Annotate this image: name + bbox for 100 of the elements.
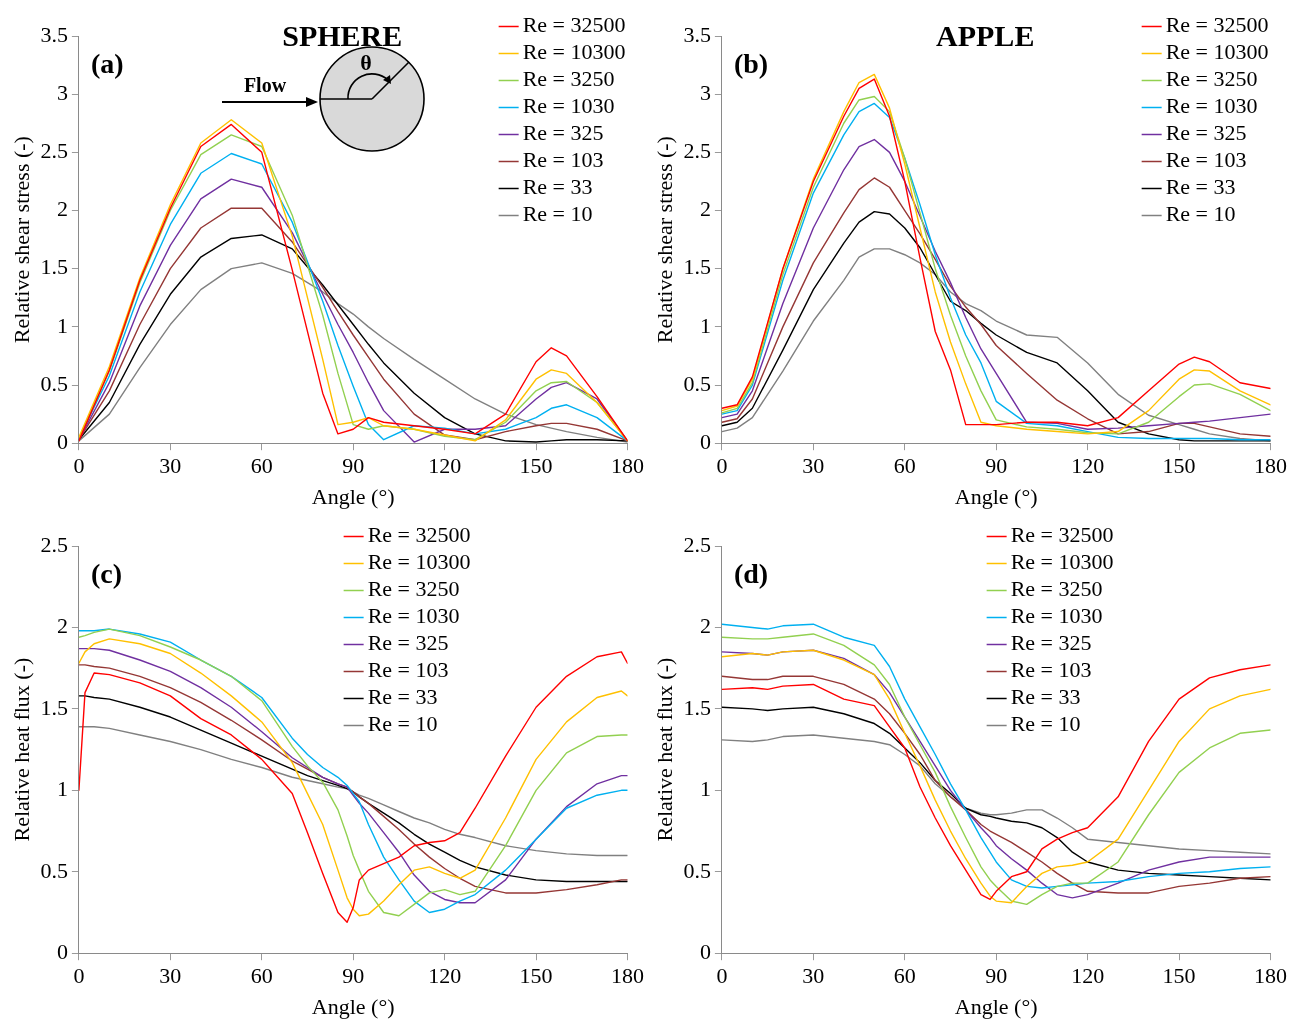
y-tick-label: 1	[56, 776, 68, 802]
y-tick-label: 3	[56, 79, 68, 105]
legend-label: Re = 32500	[1165, 12, 1269, 38]
legend-label: Re = 33	[367, 684, 438, 710]
legend-label: Re = 32500	[367, 522, 471, 548]
x-tick-label: 0	[73, 453, 85, 479]
y-tick-label: 2.5	[683, 138, 711, 164]
y-tick-label: 1.5	[683, 254, 711, 280]
x-tick-label: 150	[519, 453, 553, 479]
y-tick-label: 2.5	[40, 138, 68, 164]
y-tick-label: 0.5	[683, 370, 711, 396]
annotation: (d)	[733, 558, 769, 590]
y-tick-label: 1	[699, 776, 711, 802]
y-tick-label: 1.5	[40, 694, 68, 720]
legend-label: Re = 32500	[522, 12, 626, 38]
legend-label: Re = 10	[1010, 711, 1081, 737]
legend-label: Re = 325	[1165, 120, 1247, 146]
y-axis-title: Relative heat flux (-)	[651, 657, 677, 842]
y-tick-label: 2	[699, 196, 711, 222]
y-tick-label: 1	[699, 312, 711, 338]
x-axis-title: Angle (°)	[311, 483, 395, 509]
y-axis-title: Relative heat flux (-)	[8, 657, 34, 842]
chart-title: APPLE	[936, 18, 1035, 52]
x-tick-label: 120	[428, 963, 462, 989]
legend-label: Re = 10300	[367, 549, 471, 575]
legend-label: Re = 325	[1010, 630, 1092, 656]
legend-label: Re = 3250	[367, 576, 460, 602]
x-tick-label: 150	[519, 963, 553, 989]
legend-label: Re = 1030	[367, 603, 460, 629]
legend-label: Re = 10	[367, 711, 438, 737]
x-tick-label: 90	[342, 963, 365, 989]
legend-label: Re = 10300	[1010, 549, 1114, 575]
chart-title: SPHERE	[282, 18, 403, 52]
legend-label: Re = 10300	[522, 39, 626, 65]
x-tick-label: 60	[893, 963, 916, 989]
x-tick-label: 30	[802, 453, 825, 479]
x-tick-label: 90	[985, 453, 1008, 479]
legend-label: Re = 33	[1010, 684, 1081, 710]
annotation: Flow	[243, 74, 287, 96]
x-tick-label: 90	[985, 963, 1008, 989]
legend-label: Re = 325	[522, 120, 604, 146]
x-tick-label: 180	[611, 453, 644, 479]
y-tick-label: 0	[699, 428, 711, 454]
x-tick-label: 180	[611, 963, 644, 989]
legend-label: Re = 1030	[1010, 603, 1103, 629]
legend-label: Re = 1030	[1165, 93, 1258, 119]
x-tick-label: 120	[428, 453, 462, 479]
x-tick-label: 60	[250, 453, 273, 479]
x-tick-label: 30	[159, 963, 182, 989]
legend-label: Re = 1030	[522, 93, 615, 119]
y-tick-label: 0.5	[40, 857, 68, 883]
y-tick-label: 1.5	[40, 254, 68, 280]
x-axis-title: Angle (°)	[954, 993, 1038, 1019]
y-tick-label: 2	[699, 613, 711, 639]
legend-label: Re = 3250	[522, 66, 615, 92]
y-tick-label: 0.5	[683, 857, 711, 883]
y-tick-label: 3.5	[683, 21, 711, 47]
y-tick-label: 0	[699, 938, 711, 964]
legend-label: Re = 325	[367, 630, 449, 656]
x-tick-label: 60	[893, 453, 916, 479]
x-tick-label: 90	[342, 453, 365, 479]
x-tick-label: 150	[1162, 963, 1196, 989]
y-tick-label: 3	[699, 79, 711, 105]
x-tick-label: 30	[802, 963, 825, 989]
y-axis-title: Relative shear stress (-)	[8, 136, 34, 344]
x-tick-label: 30	[159, 453, 182, 479]
y-tick-label: 1.5	[683, 694, 711, 720]
y-tick-label: 2	[56, 613, 68, 639]
x-tick-label: 150	[1162, 453, 1196, 479]
y-tick-label: 3.5	[40, 21, 68, 47]
legend-label: Re = 3250	[1010, 576, 1103, 602]
x-tick-label: 0	[73, 963, 85, 989]
y-tick-label: 2.5	[40, 531, 68, 557]
y-tick-label: 2.5	[683, 531, 711, 557]
x-tick-label: 180	[1254, 963, 1287, 989]
x-tick-label: 180	[1254, 453, 1287, 479]
annotation: (a)	[90, 48, 124, 80]
legend-label: Re = 3250	[1165, 66, 1258, 92]
legend-label: Re = 33	[522, 174, 593, 200]
y-tick-label: 1	[56, 312, 68, 338]
legend-label: Re = 32500	[1010, 522, 1114, 548]
legend-label: Re = 10	[1165, 201, 1236, 227]
y-axis-title: Relative shear stress (-)	[651, 136, 677, 344]
annotation: (c)	[90, 558, 122, 590]
x-tick-label: 120	[1071, 453, 1105, 479]
annotation: θ	[360, 50, 372, 75]
x-tick-label: 0	[716, 963, 728, 989]
legend-label: Re = 10	[522, 201, 593, 227]
x-tick-label: 0	[716, 453, 728, 479]
x-axis-title: Angle (°)	[311, 993, 395, 1019]
annotation: (b)	[733, 48, 769, 80]
y-tick-label: 2	[56, 196, 68, 222]
y-tick-label: 0	[56, 938, 68, 964]
legend-label: Re = 103	[1165, 147, 1247, 173]
y-tick-label: 0.5	[40, 370, 68, 396]
x-tick-label: 120	[1071, 963, 1105, 989]
legend-label: Re = 103	[522, 147, 604, 173]
legend-label: Re = 103	[367, 657, 449, 683]
legend-label: Re = 103	[1010, 657, 1092, 683]
legend-label: Re = 33	[1165, 174, 1236, 200]
